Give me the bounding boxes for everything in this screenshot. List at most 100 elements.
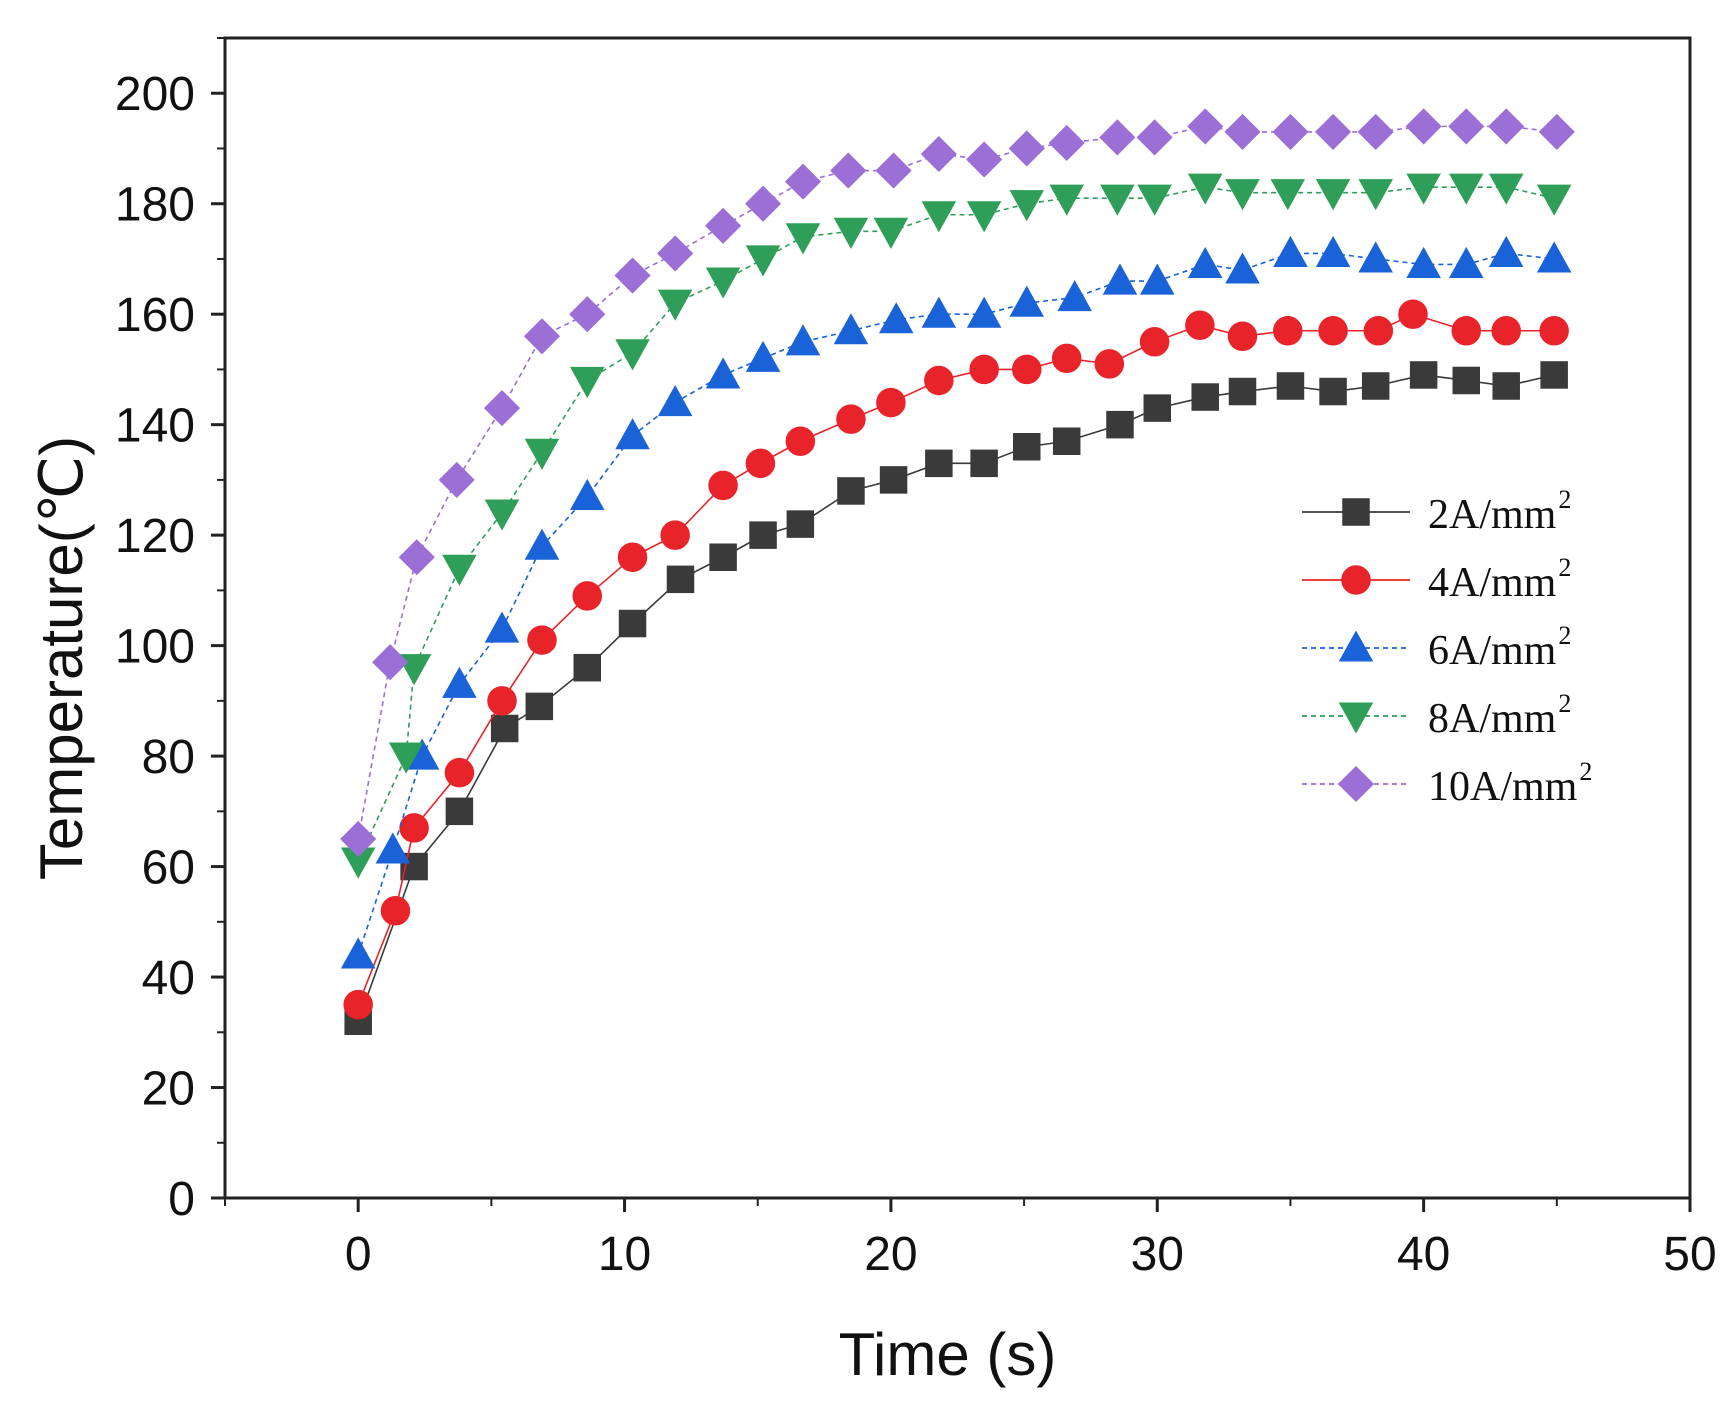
data-point (1358, 241, 1393, 273)
data-point (372, 644, 409, 681)
data-point (615, 339, 650, 371)
data-point (1405, 108, 1442, 145)
data-point (1319, 377, 1347, 406)
data-point (786, 510, 815, 538)
data-point (1492, 372, 1520, 400)
data-point (569, 296, 606, 333)
data-point (569, 478, 605, 511)
data-point (1191, 383, 1219, 411)
data-point (666, 565, 695, 594)
data-point (1139, 327, 1170, 357)
data-point (1009, 285, 1045, 317)
data-point (1136, 119, 1173, 156)
data-point (1057, 280, 1092, 312)
data-point (399, 813, 429, 843)
data-point (1409, 361, 1438, 389)
data-point (745, 448, 776, 479)
data-point (875, 152, 912, 189)
data-point (708, 470, 738, 501)
y-tick-label: 120 (115, 510, 195, 563)
data-point (1536, 184, 1572, 216)
data-point (388, 742, 424, 774)
data-point (1276, 372, 1305, 400)
y-axis-title: Temperature(℃) (28, 436, 95, 880)
data-point (1187, 108, 1224, 145)
data-point (617, 542, 648, 572)
legend-label-superscript: 2 (1558, 553, 1571, 582)
data-point (573, 653, 602, 682)
data-point (1009, 190, 1045, 222)
data-point (1102, 263, 1138, 295)
series-layer (340, 108, 1575, 1035)
data-point (524, 438, 560, 470)
data-point (660, 520, 690, 550)
data-point (830, 152, 867, 189)
data-point (785, 223, 821, 255)
data-point (1187, 246, 1223, 279)
data-point (705, 357, 741, 389)
data-point (615, 418, 650, 450)
data-point (833, 217, 869, 249)
legend-label: 2A/mm (1428, 492, 1557, 538)
data-point (1106, 410, 1134, 439)
data-point (484, 499, 520, 531)
data-point (1273, 235, 1308, 267)
data-point (340, 820, 377, 858)
data-point (920, 135, 957, 173)
legend-item: 6A/mm 2 (1302, 621, 1571, 674)
data-point (785, 426, 816, 456)
data-point (1187, 173, 1223, 205)
data-point (375, 832, 411, 864)
series-triangle-up (340, 235, 1572, 969)
x-tick-label: 10 (598, 1228, 651, 1281)
data-point (340, 937, 376, 969)
data-point (1488, 235, 1524, 267)
data-point (1094, 349, 1125, 379)
data-point (705, 207, 742, 244)
legend-label-superscript: 2 (1579, 757, 1592, 786)
data-point (1273, 316, 1303, 346)
data-point (380, 896, 411, 926)
data-point (749, 521, 777, 549)
ticks-layer: 0 10 20 30 40 50 0 20 40 60 80 100 120 140 160 180 200 (115, 37, 1717, 1281)
data-point (1488, 173, 1524, 205)
data-point (1315, 113, 1352, 150)
data-point (490, 714, 519, 743)
data-point (1538, 113, 1575, 150)
data-point (1137, 184, 1172, 216)
data-point (527, 625, 557, 655)
data-point (442, 666, 477, 698)
data-point (1012, 354, 1042, 385)
data-point (745, 245, 781, 277)
data-point (1099, 119, 1136, 156)
data-point (523, 318, 561, 355)
data-point (1224, 113, 1261, 150)
data-point (1008, 130, 1045, 167)
data-point (484, 611, 520, 643)
data-point (1225, 179, 1260, 211)
data-point (970, 449, 998, 478)
data-point (1451, 316, 1482, 346)
data-point (1228, 377, 1257, 406)
data-point (569, 366, 605, 399)
data-point (1491, 316, 1521, 346)
y-tick-label: 60 (142, 842, 195, 895)
series-circle (343, 299, 1569, 1020)
data-point (709, 543, 737, 571)
legend-label-superscript: 2 (1558, 689, 1571, 718)
data-point (1013, 433, 1041, 461)
plot-frame (223, 36, 1692, 1200)
y-tick-label: 20 (142, 1063, 195, 1116)
data-point (657, 385, 693, 417)
data-point (921, 201, 957, 233)
legend-marker (1337, 765, 1375, 803)
legend-item: 2A/mm 2 (1302, 485, 1571, 538)
data-point (744, 185, 782, 222)
data-point (966, 141, 1003, 178)
y-tick-label: 100 (115, 621, 195, 674)
x-axis-title: Time (s) (839, 1321, 1057, 1388)
data-point (572, 581, 603, 611)
data-point (745, 340, 781, 372)
